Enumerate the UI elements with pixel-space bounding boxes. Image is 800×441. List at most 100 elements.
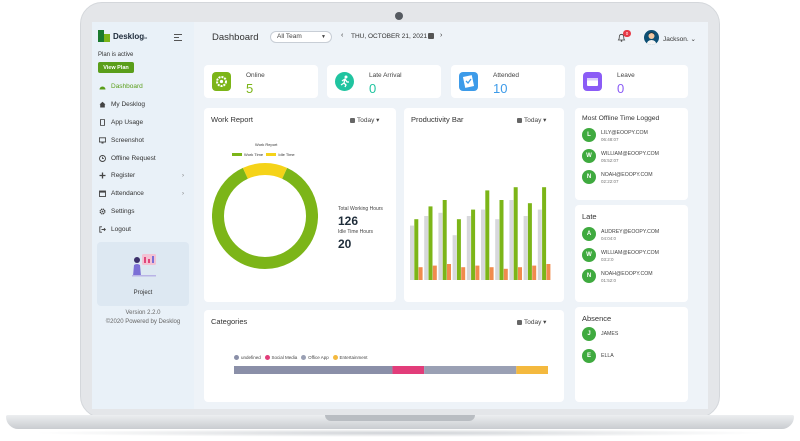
- person-email: NOAH@EOOPY.COM: [601, 172, 653, 178]
- work-report-donut-chart: [212, 163, 318, 269]
- sidebar-item-label: My Desklog: [111, 101, 145, 109]
- chevron-right-icon: ›: [182, 190, 184, 197]
- categories-period-select[interactable]: Today ▾: [517, 318, 546, 326]
- avatar: J: [582, 327, 596, 341]
- project-illustration-icon: [132, 254, 156, 277]
- sidebar-item-offline-request[interactable]: Offline Request: [92, 149, 194, 167]
- avatar: L: [582, 128, 596, 142]
- productivity-title: Productivity Bar: [411, 115, 464, 124]
- productivity-bar: [489, 267, 494, 280]
- stat-value: 5: [246, 81, 254, 96]
- category-segment-entertainment: [516, 366, 548, 374]
- notification-badge: 0: [623, 30, 631, 37]
- stat-value: 0: [369, 81, 377, 96]
- calendar-icon[interactable]: [428, 33, 434, 39]
- legend-dot: [234, 355, 239, 360]
- app-version: Version 2.2.0: [125, 310, 161, 316]
- productivity-period-select[interactable]: Today ▾: [517, 116, 546, 124]
- work-report-panel: Work Report Today ▾ Work Report Work Tim…: [204, 108, 396, 302]
- calendar-icon: [517, 117, 522, 123]
- idle-time-label: Idle Time Hours: [338, 229, 374, 235]
- project-card[interactable]: Project: [97, 242, 189, 306]
- most-offline-title: Most Offline Time Logged: [582, 115, 660, 122]
- menu-toggle-icon[interactable]: [174, 34, 182, 41]
- team-select-value: All Team: [277, 33, 302, 40]
- stat-card-leave[interactable]: Leave 0: [575, 65, 688, 98]
- idle-time-value: 20: [338, 237, 352, 251]
- gear-icon: [99, 208, 106, 215]
- laptop-base: [6, 415, 794, 429]
- productivity-bar: [452, 235, 457, 280]
- sidebar-item-settings[interactable]: Settings: [92, 203, 194, 221]
- productivity-bar: [509, 200, 514, 280]
- user-name[interactable]: Jackson. ⌄: [663, 36, 696, 43]
- mobile-icon: [99, 118, 106, 126]
- categories-stacked-bar: [234, 366, 548, 374]
- legend-idle-time: Idle Time: [278, 152, 295, 157]
- project-label: Project: [133, 290, 153, 296]
- person-email: AUDREY@EOOPY.COM: [601, 229, 660, 235]
- sidebar-item-label: Settings: [111, 207, 135, 215]
- legend-office-app: Office App: [308, 355, 329, 360]
- person-email: WILLIAM@EOOPY.COM: [601, 151, 659, 157]
- productivity-bar: [523, 216, 528, 280]
- productivity-bar: [475, 265, 480, 280]
- monitor-icon: [99, 137, 106, 144]
- sidebar-item-logout[interactable]: Logout: [92, 220, 194, 238]
- legend-entertainment: Entertainment: [339, 355, 368, 360]
- view-plan-button[interactable]: View Plan: [98, 62, 134, 73]
- work-report-title: Work Report: [211, 115, 253, 124]
- productivity-bar: [495, 219, 500, 280]
- current-date: THU, OCTOBER 21, 2021: [351, 33, 428, 40]
- person-name: ELLA: [601, 353, 614, 359]
- stat-label: Late Arrival: [369, 72, 402, 79]
- next-date-button[interactable]: ›: [440, 32, 443, 39]
- productivity-bar: [518, 267, 522, 280]
- chevron-down-icon: ▼: [321, 34, 326, 40]
- productivity-bar: [432, 265, 437, 280]
- sidebar-item-attendance[interactable]: Attendance ›: [92, 185, 194, 203]
- productivity-bar: [414, 219, 419, 280]
- plus-icon: [99, 172, 106, 179]
- sidebar-item-label: Offline Request: [111, 154, 156, 162]
- donut-slice-idle-time: [242, 163, 288, 179]
- productivity-bar: [471, 209, 476, 280]
- stat-card-late-arrival[interactable]: Late Arrival 0: [327, 65, 441, 98]
- sidebar-item-label: Screenshot: [111, 136, 144, 144]
- legend-undefined: undefined: [241, 355, 261, 360]
- productivity-bar: [428, 206, 433, 280]
- person-time: 05:52:07: [601, 158, 619, 163]
- team-select[interactable]: All Team ▼: [270, 31, 332, 43]
- work-report-period-select[interactable]: Today ▾: [350, 116, 379, 124]
- absence-title: Absence: [582, 314, 612, 323]
- sidebar-item-register[interactable]: Register ›: [92, 167, 194, 185]
- bell-icon[interactable]: [617, 33, 626, 42]
- gauge-icon: [99, 83, 106, 90]
- person-email: LILY@EOOPY.COM: [601, 130, 648, 136]
- person-time: 03:2:0: [601, 257, 614, 262]
- category-segment-office-app: [424, 366, 517, 374]
- laptop-shadow: [30, 429, 770, 437]
- stat-card-attended[interactable]: Attended 10: [451, 65, 565, 98]
- productivity-bar: [410, 225, 414, 280]
- stat-label: Leave: [617, 72, 635, 79]
- user-avatar[interactable]: [644, 30, 659, 45]
- brand-logo[interactable]: Desklogio: [98, 30, 147, 42]
- sidebar-item-screenshot[interactable]: Screenshot: [92, 131, 194, 149]
- person-email: WILLIAM@EOOPY.COM: [601, 250, 659, 256]
- sidebar: Desklogio Plan is active View Plan Dashb…: [92, 22, 194, 409]
- donut-chart-title: Work Report: [255, 142, 278, 147]
- prev-date-button[interactable]: ‹: [341, 32, 344, 39]
- sidebar-item-app-usage[interactable]: App Usage: [92, 114, 194, 132]
- sidebar-item-dashboard[interactable]: Dashboard: [92, 78, 194, 96]
- stat-card-online[interactable]: Online 5: [204, 65, 318, 98]
- productivity-panel: Productivity Bar Today ▾: [404, 108, 564, 302]
- absence-panel: Absence J JAMES E ELLA: [575, 307, 688, 402]
- category-segment-social-media: [392, 366, 425, 374]
- stat-value: 10: [493, 81, 508, 96]
- legend-social-media: Social Media: [271, 355, 298, 360]
- plan-status: Plan is active: [98, 52, 134, 58]
- sidebar-item-my-desklog[interactable]: My Desklog: [92, 96, 194, 114]
- powered-by: ©2020 Powered by Desklog: [105, 319, 181, 325]
- avatar: N: [582, 269, 596, 283]
